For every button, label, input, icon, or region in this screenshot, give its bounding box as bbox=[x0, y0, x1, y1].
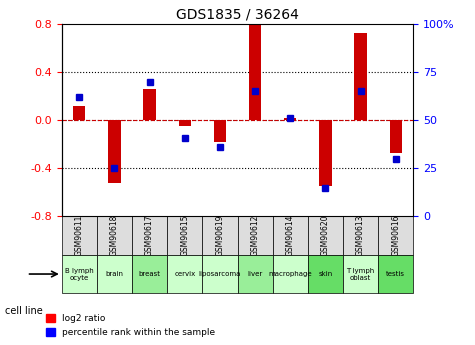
Text: GSM90618: GSM90618 bbox=[110, 215, 119, 256]
Bar bbox=[108, 120, 121, 183]
Text: liposarcoma: liposarcoma bbox=[199, 271, 241, 277]
Text: GSM90616: GSM90616 bbox=[391, 215, 400, 256]
FancyBboxPatch shape bbox=[132, 255, 167, 293]
Text: brain: brain bbox=[105, 271, 124, 277]
Text: cervix: cervix bbox=[174, 271, 195, 277]
FancyBboxPatch shape bbox=[167, 216, 202, 255]
FancyBboxPatch shape bbox=[343, 216, 378, 255]
Text: GSM90615: GSM90615 bbox=[180, 215, 189, 256]
FancyBboxPatch shape bbox=[308, 255, 343, 293]
Bar bbox=[214, 120, 226, 142]
FancyBboxPatch shape bbox=[343, 255, 378, 293]
FancyBboxPatch shape bbox=[132, 216, 167, 255]
FancyBboxPatch shape bbox=[97, 255, 132, 293]
Bar bbox=[179, 120, 191, 126]
Text: liver: liver bbox=[247, 271, 263, 277]
FancyBboxPatch shape bbox=[378, 255, 413, 293]
Bar bbox=[143, 89, 156, 120]
Text: breast: breast bbox=[139, 271, 161, 277]
Text: GSM90617: GSM90617 bbox=[145, 215, 154, 256]
Text: GSM90620: GSM90620 bbox=[321, 215, 330, 256]
Bar bbox=[354, 32, 367, 120]
FancyBboxPatch shape bbox=[238, 255, 273, 293]
Bar bbox=[284, 118, 296, 120]
Text: T lymph
oblast: T lymph oblast bbox=[346, 267, 375, 280]
Bar bbox=[390, 120, 402, 153]
FancyBboxPatch shape bbox=[273, 216, 308, 255]
FancyBboxPatch shape bbox=[97, 216, 132, 255]
Text: skin: skin bbox=[318, 271, 332, 277]
FancyBboxPatch shape bbox=[378, 216, 413, 255]
Text: GSM90611: GSM90611 bbox=[75, 215, 84, 256]
Text: cell line: cell line bbox=[5, 306, 42, 315]
Text: GSM90612: GSM90612 bbox=[251, 215, 259, 256]
Bar bbox=[73, 106, 86, 120]
Text: B lymph
ocyte: B lymph ocyte bbox=[65, 267, 94, 280]
Text: GSM90619: GSM90619 bbox=[216, 215, 224, 256]
Bar bbox=[249, 23, 261, 120]
Text: GSM90614: GSM90614 bbox=[286, 215, 294, 256]
Text: testis: testis bbox=[386, 271, 405, 277]
FancyBboxPatch shape bbox=[62, 216, 97, 255]
FancyBboxPatch shape bbox=[273, 255, 308, 293]
FancyBboxPatch shape bbox=[238, 216, 273, 255]
FancyBboxPatch shape bbox=[62, 255, 97, 293]
Title: GDS1835 / 36264: GDS1835 / 36264 bbox=[176, 8, 299, 22]
FancyBboxPatch shape bbox=[308, 216, 343, 255]
Legend: log2 ratio, percentile rank within the sample: log2 ratio, percentile rank within the s… bbox=[43, 310, 219, 341]
Text: GSM90613: GSM90613 bbox=[356, 215, 365, 256]
FancyBboxPatch shape bbox=[167, 255, 202, 293]
FancyBboxPatch shape bbox=[202, 255, 238, 293]
Text: macrophage: macrophage bbox=[268, 271, 312, 277]
FancyBboxPatch shape bbox=[202, 216, 238, 255]
Bar bbox=[319, 120, 332, 186]
